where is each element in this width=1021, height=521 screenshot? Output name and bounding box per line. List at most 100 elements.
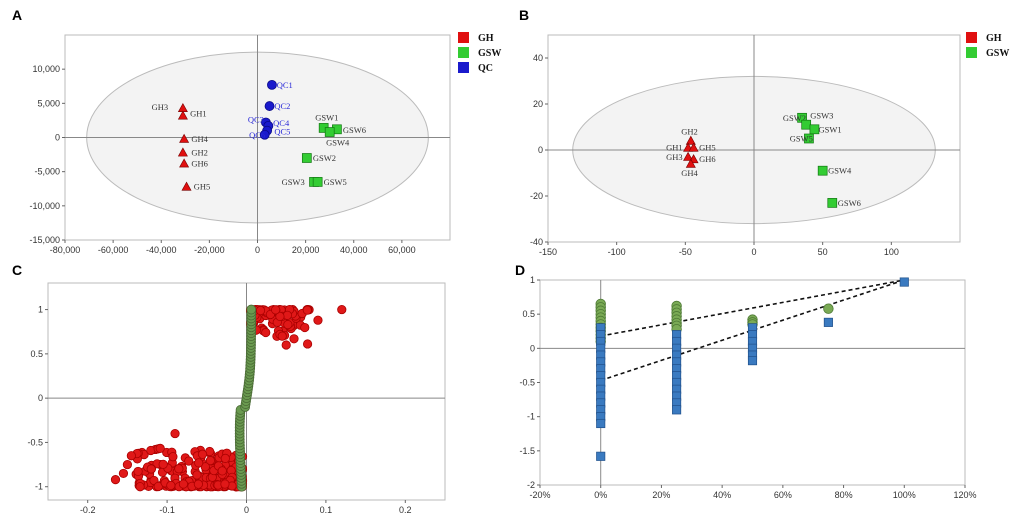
y-tick-label: -0.5 xyxy=(27,437,43,447)
label-gh4: GH4 xyxy=(191,134,208,144)
red-point xyxy=(302,305,312,315)
q2-point xyxy=(747,356,758,366)
y-tick-label: 0.5 xyxy=(30,349,43,359)
red-point xyxy=(220,453,230,463)
y-tick-label: -0.5 xyxy=(519,378,535,388)
legend-swatch-gsw xyxy=(458,47,469,58)
red-point xyxy=(135,482,145,492)
point-gsw5 xyxy=(312,177,323,187)
y-tick-label: -15,000 xyxy=(29,235,60,245)
panel-a-pca-scores: -80,000 -60,000 -40,000 -20,000 0 20,000 40,00… xyxy=(29,32,501,255)
point-gh5 xyxy=(181,181,192,191)
panel-label-c: C xyxy=(12,262,22,278)
x-tick-label: 50 xyxy=(818,247,828,257)
label-gsw3: GSW3 xyxy=(282,177,305,187)
y-tick-label: 0 xyxy=(530,343,535,353)
red-point xyxy=(197,449,208,459)
legend-swatch-gsw xyxy=(966,47,977,58)
point-qc1 xyxy=(267,79,277,90)
panel-c-s-plot: -0.2 -0.1 0 0.1 0.2 -1 -0.5 0 0.5 1 xyxy=(27,282,446,515)
legend-swatch-gh xyxy=(458,32,469,43)
r2-point xyxy=(823,303,834,314)
label-gh2: GH2 xyxy=(191,148,208,158)
label-gsw5: GSW5 xyxy=(790,134,813,144)
green-point xyxy=(246,304,257,315)
point-gsw3 xyxy=(801,119,812,130)
y-tick-label: -1 xyxy=(35,482,43,492)
panel-b-oplsda-scores: -150 -100 -50 0 50 100 -40 -20 0 20 40 GH2 GH1 GH5 GH3… xyxy=(530,32,1009,257)
point-gh4 xyxy=(179,133,190,143)
x-tick-label: 100% xyxy=(893,490,916,500)
x-tick-label: -40,000 xyxy=(146,245,177,255)
y-tick-label: 0 xyxy=(538,145,543,155)
x-tick-label: -50 xyxy=(679,247,692,257)
label-gsw2: GSW2 xyxy=(313,153,336,163)
red-point xyxy=(289,334,299,344)
x-tick-label: -20,000 xyxy=(194,245,225,255)
red-point xyxy=(313,315,323,325)
red-point xyxy=(178,479,188,489)
legend-label-qc: QC xyxy=(478,63,493,74)
q2-point xyxy=(596,451,606,461)
point-gsw5 xyxy=(804,133,814,144)
x-tick-label: 40% xyxy=(713,490,731,500)
legend-label-gh: GH xyxy=(478,33,494,44)
label-gh3: GH3 xyxy=(666,152,683,162)
label-qc6: QC6 xyxy=(249,130,265,140)
red-point xyxy=(302,339,313,349)
red-point xyxy=(337,304,347,315)
red-point xyxy=(281,340,291,350)
red-point xyxy=(255,305,266,316)
point-gsw4 xyxy=(817,165,828,176)
red-point xyxy=(261,327,271,338)
point-qc2 xyxy=(264,101,275,111)
y-tick-label: -40 xyxy=(530,237,543,247)
red-point xyxy=(277,331,287,341)
red-point xyxy=(282,310,292,320)
label-gsw2: GSW2 xyxy=(783,113,806,123)
x-tick-label: 100 xyxy=(884,247,899,257)
point-gsw1 xyxy=(809,124,820,135)
label-gsw6: GSW6 xyxy=(838,198,861,208)
label-gh5: GH5 xyxy=(194,182,211,192)
label-gh6: GH6 xyxy=(191,158,208,168)
x-tick-label: 120% xyxy=(953,490,976,500)
label-qc1: QC1 xyxy=(277,80,293,90)
label-gsw3: GSW3 xyxy=(810,111,833,121)
y-tick-label: -1.5 xyxy=(519,446,535,456)
red-point xyxy=(118,468,129,479)
y-tick-label: 0 xyxy=(38,393,43,403)
red-point xyxy=(158,459,168,469)
red-point xyxy=(170,428,180,439)
point-qc6 xyxy=(259,129,270,140)
q2-point xyxy=(823,317,833,327)
y-tick-label: -1 xyxy=(527,412,535,422)
panel-d-permutation-test: -20% 0% 20% 40% 60% 80% 100% 120% -2 -1.5 -1 -0.5 0 0… xyxy=(519,275,976,500)
label-qc4: QC4 xyxy=(273,118,290,128)
y-tick-label: -20 xyxy=(530,191,543,201)
red-point xyxy=(166,480,176,491)
red-point xyxy=(217,466,227,476)
x-tick-label: -0.2 xyxy=(80,505,96,515)
panel-label-a: A xyxy=(12,7,22,23)
red-point xyxy=(300,322,310,333)
point-gh5 xyxy=(688,142,699,152)
point-gh2 xyxy=(685,135,696,145)
red-point xyxy=(275,311,285,322)
x-tick-label: 0 xyxy=(255,245,260,255)
red-point xyxy=(193,479,203,489)
label-gh1: GH1 xyxy=(666,143,683,153)
q2-point xyxy=(596,418,606,429)
x-tick-label: -20% xyxy=(529,490,550,500)
red-point xyxy=(220,479,230,489)
label-gsw4: GSW4 xyxy=(828,166,852,176)
label-gh1: GH1 xyxy=(190,109,207,119)
red-point xyxy=(122,459,133,470)
point-gsw4 xyxy=(324,127,335,137)
x-tick-label: 0.1 xyxy=(320,505,333,515)
red-point xyxy=(168,452,178,462)
y-tick-label: -5,000 xyxy=(34,167,60,177)
x-tick-label: 0.2 xyxy=(399,505,412,515)
point-gsw6 xyxy=(827,198,838,208)
y-tick-label: 0 xyxy=(55,133,60,143)
